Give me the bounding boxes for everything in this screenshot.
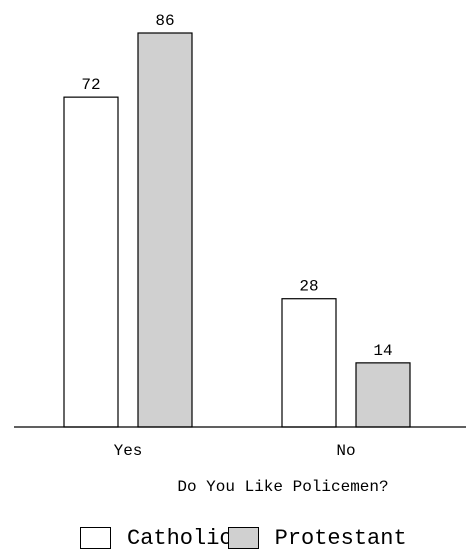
x-tick-label-no: No xyxy=(336,442,355,460)
data-label-protestant-yes: 86 xyxy=(155,12,174,30)
x-tick-label-yes: Yes xyxy=(114,442,143,460)
data-label-catholic-yes: 72 xyxy=(81,76,100,94)
legend-label-catholic: Catholic xyxy=(127,525,233,551)
bar-protestant-yes xyxy=(137,32,193,428)
data-label-catholic-no: 28 xyxy=(299,278,318,296)
legend: Catholic Protestant xyxy=(80,525,407,551)
legend-label-protestant: Protestant xyxy=(274,525,407,551)
legend-swatch-protestant xyxy=(227,527,259,549)
bars-layer: 72 86 28 14 xyxy=(63,12,411,428)
bar-catholic-no xyxy=(281,298,337,428)
bar-protestant-no xyxy=(355,362,411,428)
bar-catholic-yes xyxy=(63,96,119,428)
x-axis-title: Do You Like Policemen? xyxy=(177,478,388,496)
data-label-protestant-no: 14 xyxy=(373,342,392,360)
legend-swatch-catholic xyxy=(80,527,111,549)
